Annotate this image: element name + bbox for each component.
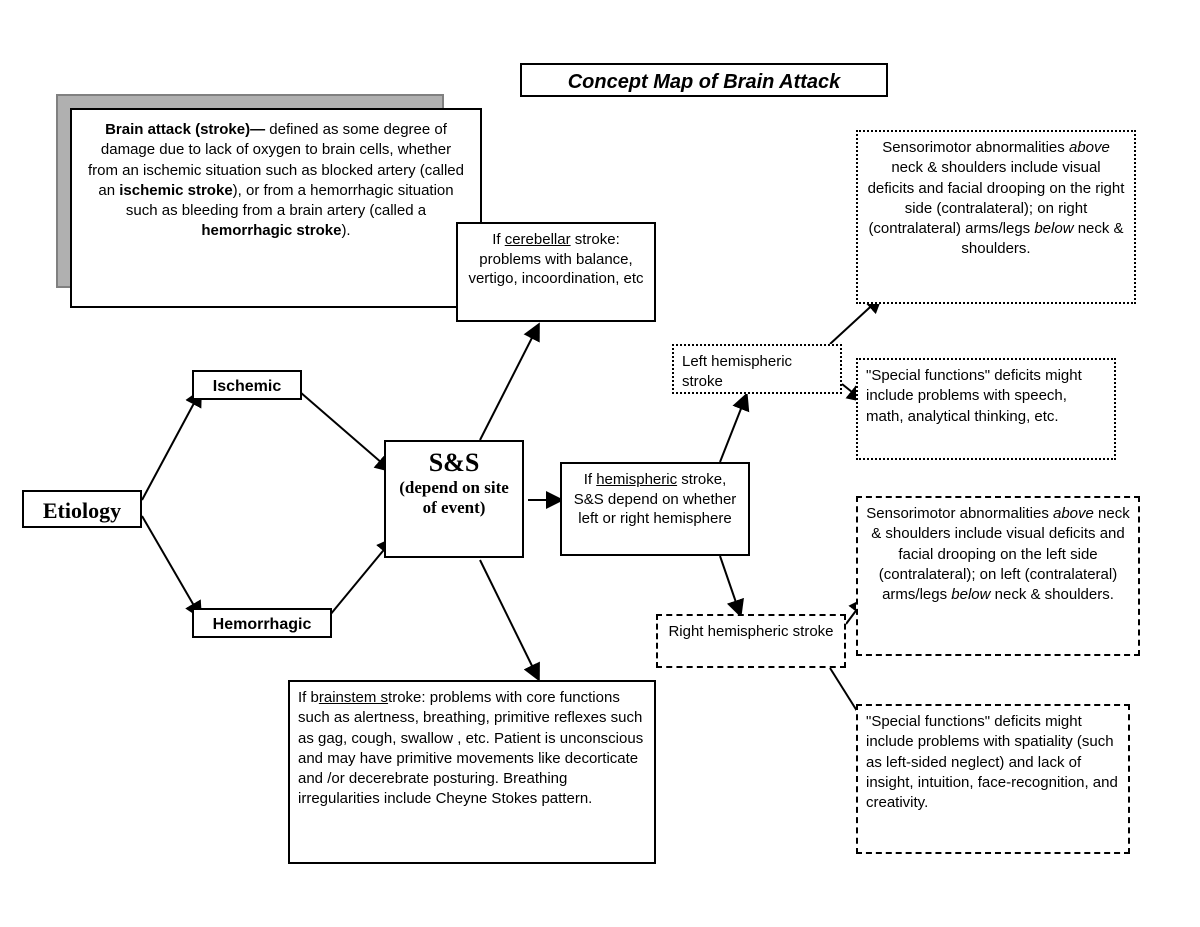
brainstem-u: rainstem s <box>319 689 388 706</box>
left-hemi-label: Left hemispheric stroke <box>682 353 792 390</box>
brainstem-pre: If b <box>298 689 319 706</box>
diagram-title: Concept Map of Brain Attack <box>520 63 888 97</box>
rs-text: "Special functions" deficits might inclu… <box>866 713 1118 811</box>
definition-box: Brain attack (stroke)— defined as some d… <box>56 94 454 298</box>
edge-etiology-to-hemorrhagic <box>142 516 200 616</box>
node-left-sensorimotor: Sensorimotor abnormalities above neck & … <box>856 130 1136 304</box>
def-tail: ). <box>341 222 350 239</box>
edge-hemorrhagic-to-ss <box>330 540 392 615</box>
hemorrhagic-label: Hemorrhagic <box>213 616 312 633</box>
def-bold3: hemorrhagic stroke <box>201 222 341 239</box>
node-left-hemispheric: Left hemispheric stroke <box>672 344 842 394</box>
ischemic-label: Ischemic <box>213 378 281 395</box>
edge-ss-to-cerebellar <box>480 326 538 440</box>
edge-hemispheric-to-leftHemi <box>720 396 746 462</box>
rs-p1: Sensorimotor abnormalities <box>866 505 1053 522</box>
ss-line1: S&S <box>394 448 514 478</box>
edge-ss-to-brainstem <box>480 560 538 678</box>
cerebellar-u: cerebellar <box>505 231 571 248</box>
node-right-special: "Special functions" deficits might inclu… <box>856 704 1130 854</box>
ls-i2: below <box>1034 220 1073 237</box>
edge-hemispheric-to-rightHemi <box>720 556 740 614</box>
rs-p3: neck & shoulders. <box>990 586 1113 603</box>
node-right-sensorimotor: Sensorimotor abnormalities above neck & … <box>856 496 1140 656</box>
edge-etiology-to-ischemic <box>142 392 200 500</box>
hemi-u: hemispheric <box>596 471 677 488</box>
rs-i2: below <box>951 586 990 603</box>
node-ss: S&S (depend on site of event) <box>384 440 524 558</box>
node-etiology: Etiology <box>22 490 142 528</box>
edge-ischemic-to-ss <box>300 392 390 470</box>
cerebellar-pre: If <box>492 231 505 248</box>
node-hemispheric: If hemispheric stroke, S&S depend on whe… <box>560 462 750 556</box>
definition-front: Brain attack (stroke)— defined as some d… <box>70 108 482 308</box>
hemi-pre: If <box>584 471 597 488</box>
node-left-special: "Special functions" deficits might inclu… <box>856 358 1116 460</box>
def-lead-bold: Brain attack (stroke)— <box>105 121 265 138</box>
right-hemi-label: Right hemispheric stroke <box>668 623 833 640</box>
title-text: Concept Map of Brain Attack <box>568 71 841 93</box>
node-cerebellar: If cerebellar stroke: problems with bala… <box>456 222 656 322</box>
ss-line2: (depend on site of event) <box>394 478 514 519</box>
node-hemorrhagic: Hemorrhagic <box>192 608 332 638</box>
node-brainstem: If brainstem stroke: problems with core … <box>288 680 656 864</box>
rs-i1: above <box>1053 505 1094 522</box>
edge-leftHemi-to-leftSensori <box>830 298 880 344</box>
brainstem-post: troke: problems with core functions such… <box>298 689 643 807</box>
ls-i1: above <box>1069 139 1110 156</box>
etiology-label: Etiology <box>43 498 121 523</box>
node-right-hemispheric: Right hemispheric stroke <box>656 614 846 668</box>
def-bold2: ischemic stroke <box>119 182 232 199</box>
ls-p1: Sensorimotor abnormalities <box>882 139 1069 156</box>
ls-text: "Special functions" deficits might inclu… <box>866 367 1082 425</box>
node-ischemic: Ischemic <box>192 370 302 400</box>
